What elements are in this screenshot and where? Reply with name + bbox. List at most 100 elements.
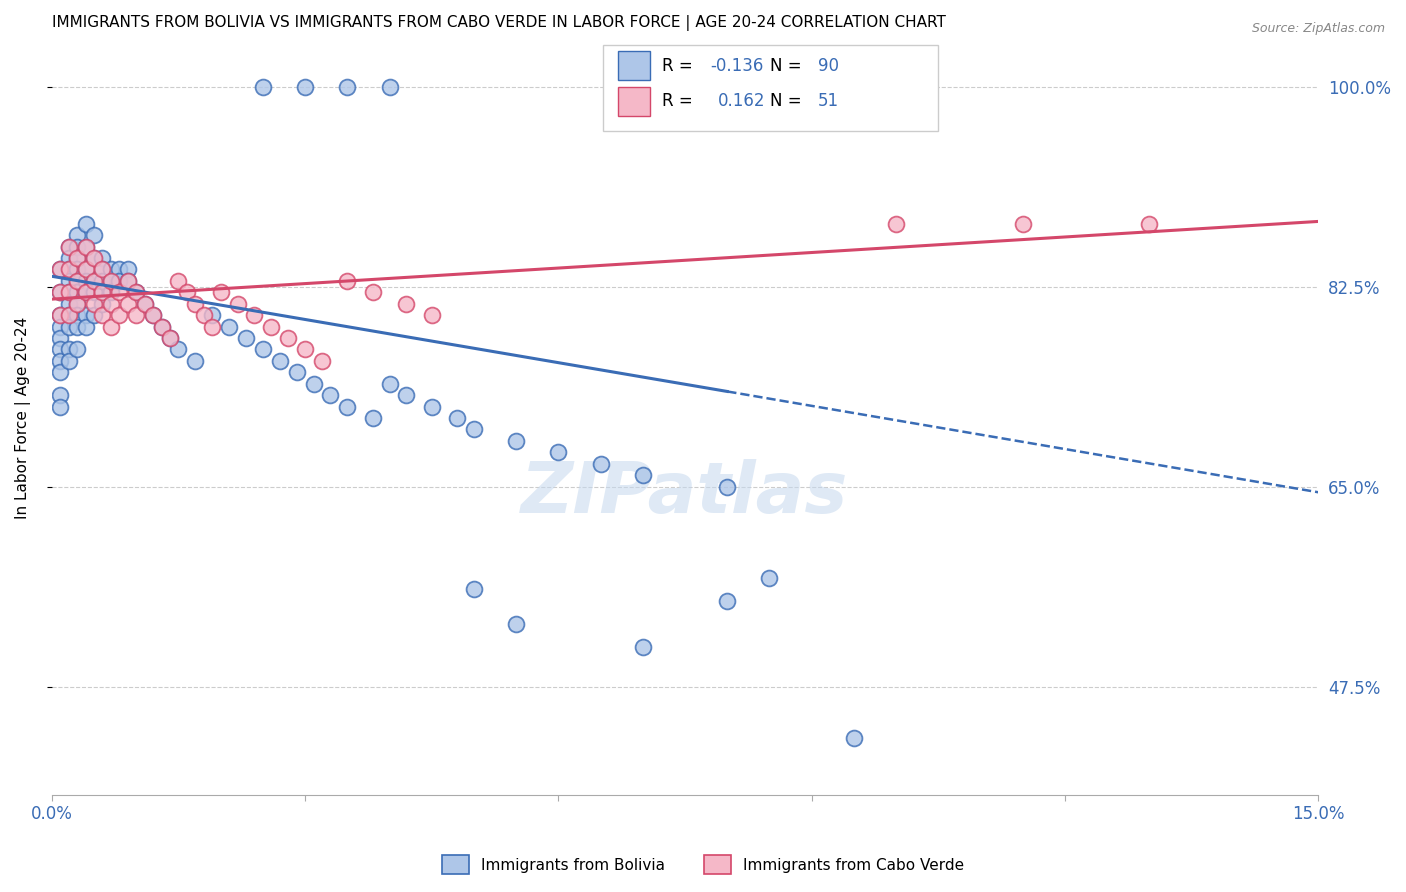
Point	[91, 274, 114, 288]
Point	[463, 422, 485, 436]
Point	[100, 262, 122, 277]
Point	[66, 251, 89, 265]
Point	[842, 731, 865, 745]
FancyBboxPatch shape	[617, 52, 650, 80]
Point	[446, 411, 468, 425]
Point	[159, 331, 181, 345]
Point	[66, 343, 89, 357]
Point	[294, 343, 316, 357]
Point	[100, 319, 122, 334]
Point	[75, 274, 97, 288]
Point	[378, 376, 401, 391]
Point	[75, 262, 97, 277]
Point	[66, 285, 89, 300]
Point	[361, 285, 384, 300]
FancyBboxPatch shape	[617, 87, 650, 116]
Point	[83, 296, 105, 310]
Point	[75, 239, 97, 253]
Point	[108, 262, 131, 277]
Point	[184, 354, 207, 368]
Point	[252, 79, 274, 94]
Point	[716, 594, 738, 608]
Point	[336, 274, 359, 288]
Point	[49, 285, 72, 300]
Point	[58, 308, 80, 322]
Point	[66, 274, 89, 288]
Point	[302, 376, 325, 391]
Point	[117, 262, 139, 277]
Point	[150, 319, 173, 334]
Point	[83, 308, 105, 322]
Point	[226, 296, 249, 310]
Point	[75, 285, 97, 300]
Point	[193, 308, 215, 322]
Point	[716, 479, 738, 493]
Point	[319, 388, 342, 402]
Point	[58, 343, 80, 357]
Point	[277, 331, 299, 345]
Point	[1139, 217, 1161, 231]
Point	[184, 296, 207, 310]
Point	[91, 262, 114, 277]
Text: 51: 51	[818, 92, 839, 111]
Point	[294, 79, 316, 94]
Point	[66, 296, 89, 310]
Point	[49, 319, 72, 334]
Point	[125, 308, 148, 322]
Point	[285, 365, 308, 379]
Point	[91, 285, 114, 300]
Point	[100, 296, 122, 310]
Point	[58, 285, 80, 300]
Point	[75, 239, 97, 253]
Point	[49, 400, 72, 414]
Point	[243, 308, 266, 322]
Point	[91, 262, 114, 277]
Point	[631, 640, 654, 654]
Point	[108, 285, 131, 300]
Point	[420, 308, 443, 322]
Point	[83, 274, 105, 288]
Point	[91, 296, 114, 310]
Text: N =: N =	[770, 92, 807, 111]
Point	[150, 319, 173, 334]
Point	[134, 296, 156, 310]
Point	[117, 274, 139, 288]
Point	[395, 388, 418, 402]
Point	[58, 285, 80, 300]
Point	[83, 285, 105, 300]
Point	[134, 296, 156, 310]
Text: R =: R =	[662, 92, 703, 111]
Point	[420, 400, 443, 414]
Point	[66, 274, 89, 288]
Point	[66, 239, 89, 253]
Point	[125, 285, 148, 300]
Point	[49, 388, 72, 402]
Text: N =: N =	[770, 57, 807, 75]
Point	[463, 582, 485, 597]
Point	[378, 79, 401, 94]
Point	[167, 343, 190, 357]
Point	[66, 308, 89, 322]
Text: Source: ZipAtlas.com: Source: ZipAtlas.com	[1251, 22, 1385, 36]
Point	[218, 319, 240, 334]
Point	[58, 274, 80, 288]
Point	[75, 308, 97, 322]
Point	[505, 434, 527, 448]
Point	[142, 308, 165, 322]
Point	[66, 262, 89, 277]
Point	[75, 319, 97, 334]
Point	[100, 285, 122, 300]
Point	[260, 319, 283, 334]
FancyBboxPatch shape	[603, 45, 938, 131]
Point	[49, 343, 72, 357]
Point	[176, 285, 198, 300]
Point	[269, 354, 291, 368]
Point	[66, 251, 89, 265]
Point	[58, 262, 80, 277]
Point	[505, 616, 527, 631]
Point	[49, 354, 72, 368]
Point	[49, 262, 72, 277]
Point	[159, 331, 181, 345]
Point	[311, 354, 333, 368]
Point	[758, 571, 780, 585]
